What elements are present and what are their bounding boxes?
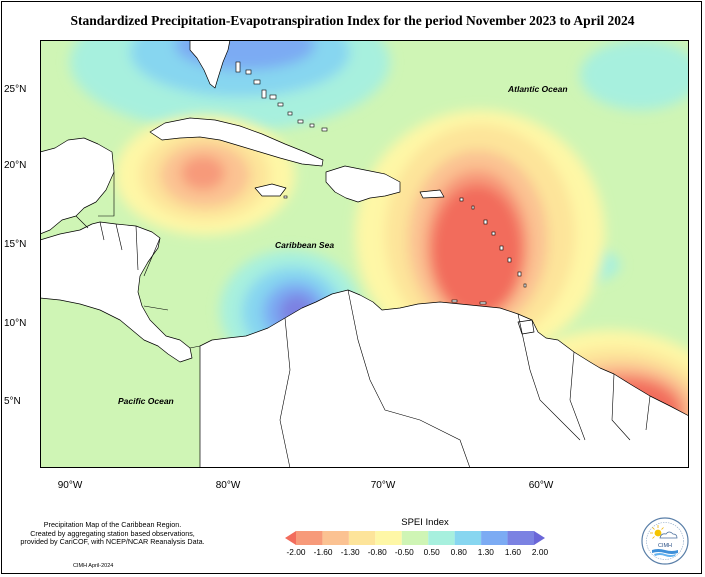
footer-description: Precipitation Map of the Caribbean Regio… (10, 520, 215, 547)
lon-label-90w: 90°W (57, 480, 83, 491)
land-masses (40, 40, 689, 468)
lat-label-25n: 25°N (4, 84, 27, 95)
legend-swatch (481, 531, 508, 545)
legend-title: SPEI Index (401, 517, 449, 528)
cimh-sun-cloud-logo-icon: CIMH (641, 517, 689, 565)
trinidad (517, 319, 535, 335)
legend-swatch (322, 531, 349, 545)
dry-anomaly-eastern-caribbean (355, 110, 605, 360)
legend-tick: -0.50 (394, 547, 414, 557)
map-title: Standardized Precipitation-Evapotranspir… (70, 13, 635, 28)
legend-swatch (507, 531, 534, 545)
footer-line-1: Precipitation Map of the Caribbean Regio… (43, 520, 182, 529)
legend-swatch (285, 531, 296, 545)
spei-colorbar (285, 531, 545, 545)
footer-date: CIMH April-2024 (73, 563, 114, 569)
lat-label-5n: 5°N (4, 396, 21, 407)
legend-tick: -1.60 (313, 547, 333, 557)
legend-swatch (348, 531, 376, 545)
atlantic-ocean-label: Atlantic Ocean (508, 84, 568, 94)
cuba (149, 117, 324, 167)
legend-tick: 2.00 (531, 547, 549, 557)
pacific-ocean-label: Pacific Ocean (118, 396, 174, 406)
jamaica (254, 183, 287, 197)
legend-swatch (428, 531, 455, 545)
legend-tick: -2.00 (286, 547, 306, 557)
florida (189, 40, 231, 89)
legend-swatch (375, 531, 402, 545)
lon-label-80w: 80°W (215, 480, 241, 491)
lon-label-70w: 70°W (370, 480, 396, 491)
puerto-rico (419, 189, 445, 199)
lat-label-15n: 15°N (4, 239, 27, 250)
legend-tick: -0.80 (367, 547, 387, 557)
lat-label-10n: 10°N (4, 318, 27, 329)
legend-tick-labels: -2.00 -1.60 -1.30 -0.80 -0.50 0.50 0.80 … (287, 547, 549, 559)
footer-line-2: Created by aggregating station based obs… (30, 528, 195, 538)
country-borders (75, 172, 651, 468)
legend-swatch (454, 531, 482, 545)
legend-tick: 0.80 (450, 547, 467, 557)
small-islands (235, 61, 527, 305)
mexico-yucatan (40, 137, 115, 235)
spei-map (40, 40, 689, 468)
legend-swatch (296, 531, 323, 545)
legend-tick: 1.30 (477, 547, 494, 557)
lat-label-20n: 20°N (4, 160, 27, 171)
legend-swatch (401, 531, 429, 545)
legend-tick: 0.50 (423, 547, 440, 557)
legend-tick: 1.60 (504, 547, 521, 557)
legend-tick: -1.30 (340, 547, 360, 557)
caribbean-sea-label: Caribbean Sea (275, 240, 335, 250)
hispaniola (325, 165, 401, 203)
footer-line-3: provided by CariCOF, with NCEP/NCAR Rean… (20, 537, 205, 547)
legend-swatch (534, 531, 545, 545)
south-america (199, 289, 689, 468)
lon-label-60w: 60°W (528, 480, 554, 491)
logo-text: CIMH (658, 543, 672, 549)
